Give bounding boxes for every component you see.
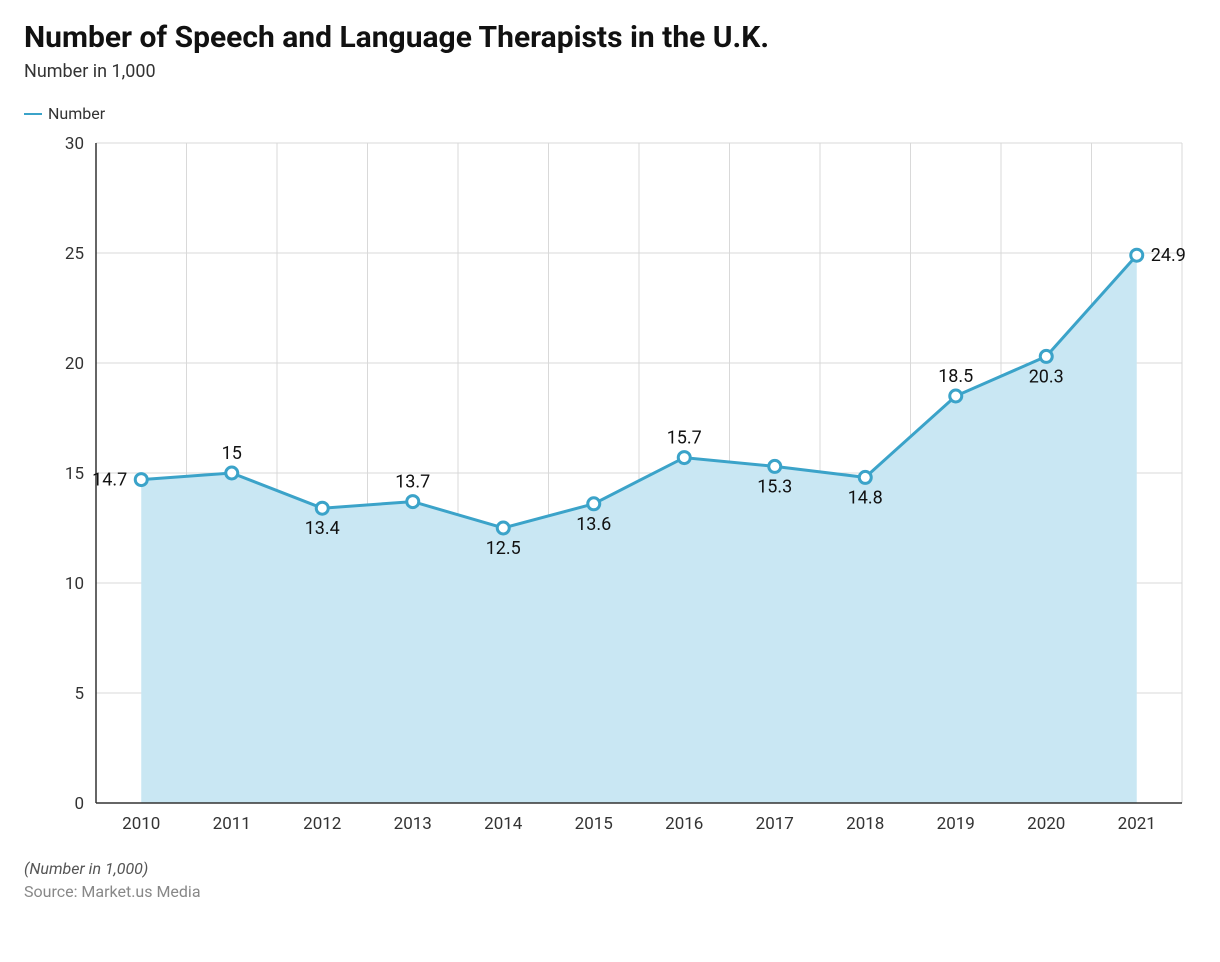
y-tick-label: 20 [65, 354, 84, 374]
x-tick-label: 2011 [213, 814, 251, 834]
x-tick-label: 2015 [575, 814, 613, 834]
data-label: 15.3 [757, 476, 792, 497]
data-marker [950, 390, 962, 402]
x-tick-label: 2014 [484, 814, 523, 834]
data-label: 18.5 [938, 366, 973, 387]
data-label: 13.6 [576, 514, 611, 535]
x-tick-label: 2010 [122, 814, 160, 834]
x-tick-label: 2017 [756, 814, 794, 834]
y-tick-label: 0 [74, 794, 84, 814]
data-marker [859, 471, 871, 483]
line-chart-svg: 0 5 10 15 20 25 30 2010 2011 2012 2013 2014 2015 2016… [24, 133, 1196, 843]
data-label: 12.5 [486, 538, 521, 559]
data-label: 13.4 [305, 518, 340, 539]
chart-footnote: (Number in 1,000) [24, 859, 1196, 878]
y-tick-label: 10 [65, 574, 84, 594]
data-label: 13.7 [395, 472, 430, 493]
data-label: 24.9 [1151, 245, 1186, 266]
x-tick-label: 2012 [303, 814, 341, 834]
y-tick-label: 25 [65, 244, 84, 264]
data-marker [769, 460, 781, 472]
data-marker [226, 467, 238, 479]
y-tick-label: 30 [65, 134, 84, 154]
data-label: 20.3 [1029, 366, 1064, 387]
data-marker [407, 496, 419, 508]
data-label: 15 [222, 443, 242, 464]
data-marker [1040, 350, 1052, 362]
x-tick-label: 2019 [937, 814, 975, 834]
data-marker [135, 474, 147, 486]
data-label: 14.8 [848, 487, 883, 508]
data-marker [1131, 249, 1143, 261]
data-marker [316, 502, 328, 514]
data-marker [588, 498, 600, 510]
legend: Number [24, 104, 1196, 123]
y-tick-label: 15 [65, 464, 84, 484]
legend-swatch [24, 113, 42, 115]
x-tick-label: 2021 [1118, 814, 1156, 834]
chart-source: Source: Market.us Media [24, 882, 1196, 901]
x-tick-label: 2016 [665, 814, 703, 834]
x-tick-label: 2020 [1027, 814, 1065, 834]
data-marker [497, 522, 509, 534]
y-tick-label: 5 [74, 684, 84, 704]
chart-area: 0 5 10 15 20 25 30 2010 2011 2012 2013 2014 2015 2016… [24, 133, 1196, 843]
legend-label: Number [48, 104, 105, 123]
data-marker [678, 452, 690, 464]
x-tick-label: 2013 [394, 814, 432, 834]
chart-subtitle: Number in 1,000 [24, 61, 1196, 82]
x-tick-label: 2018 [846, 814, 884, 834]
data-label: 15.7 [667, 428, 702, 449]
data-label: 14.7 [92, 470, 127, 491]
chart-title: Number of Speech and Language Therapists… [24, 20, 1196, 55]
